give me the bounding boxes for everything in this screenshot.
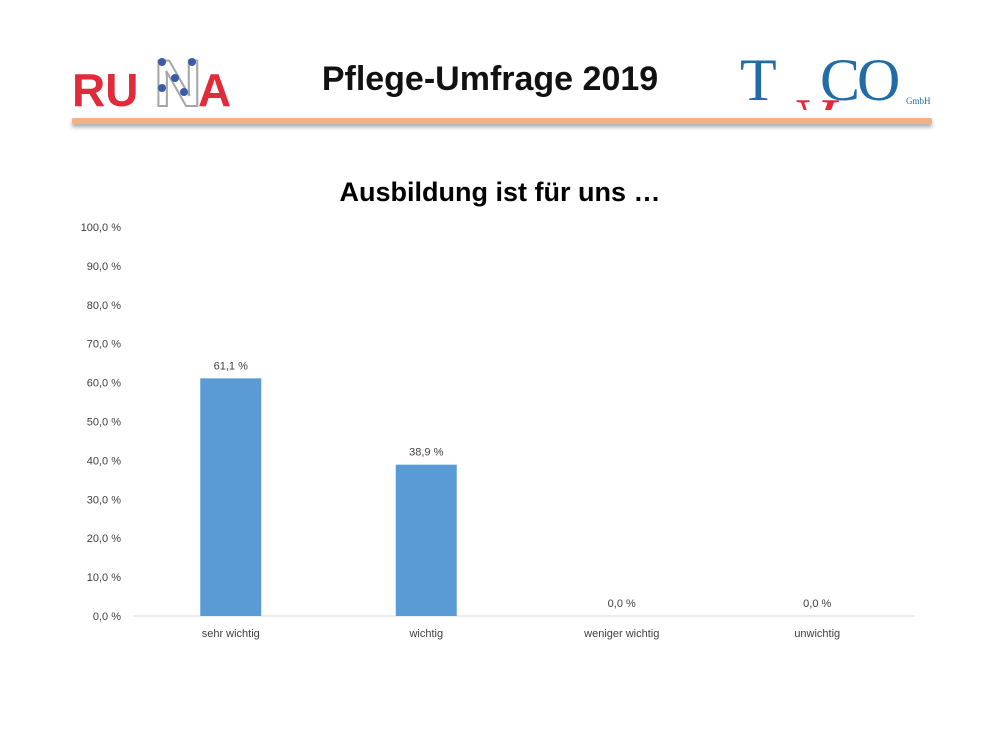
y-tick-label: 50,0 % bbox=[87, 417, 121, 429]
bar bbox=[395, 464, 457, 616]
y-tick-label: 100,0 % bbox=[81, 222, 122, 234]
bar bbox=[200, 378, 262, 616]
svg-text:GmbH: GmbH bbox=[906, 96, 931, 106]
y-tick-label: 80,0 % bbox=[87, 300, 121, 312]
y-tick-label: 0,0 % bbox=[93, 611, 121, 623]
chart-title: Ausbildung ist für uns … bbox=[339, 177, 661, 207]
data-label: 0,0 % bbox=[803, 598, 831, 610]
data-label: 61,1 % bbox=[214, 360, 248, 372]
runa-logo: RU N A bbox=[72, 48, 231, 110]
y-tick-label: 20,0 % bbox=[87, 533, 121, 545]
data-label: 0,0 % bbox=[608, 598, 636, 610]
y-tick-label: 60,0 % bbox=[87, 378, 121, 390]
y-tick-label: 30,0 % bbox=[87, 494, 121, 506]
svg-text:RU: RU bbox=[72, 64, 138, 110]
y-tick-label: 70,0 % bbox=[87, 339, 121, 351]
y-tick-label: 10,0 % bbox=[87, 572, 121, 584]
x-tick-label: unwichtig bbox=[794, 628, 840, 640]
svg-text:T: T bbox=[740, 50, 776, 110]
svg-text:CO: CO bbox=[820, 50, 898, 110]
taco-logo: T A CO GmbH bbox=[740, 50, 931, 110]
svg-text:A: A bbox=[796, 87, 839, 110]
header-divider bbox=[72, 118, 932, 124]
page-title: Pflege-Umfrage 2019 bbox=[321, 60, 659, 98]
y-tick-label: 90,0 % bbox=[87, 261, 121, 273]
data-label: 38,9 % bbox=[409, 447, 443, 459]
x-tick-label: wichtig bbox=[408, 628, 443, 640]
svg-text:A: A bbox=[198, 64, 231, 110]
x-tick-label: weniger wichtig bbox=[583, 628, 659, 640]
y-tick-label: 40,0 % bbox=[87, 455, 121, 467]
x-tick-label: sehr wichtig bbox=[202, 628, 260, 640]
